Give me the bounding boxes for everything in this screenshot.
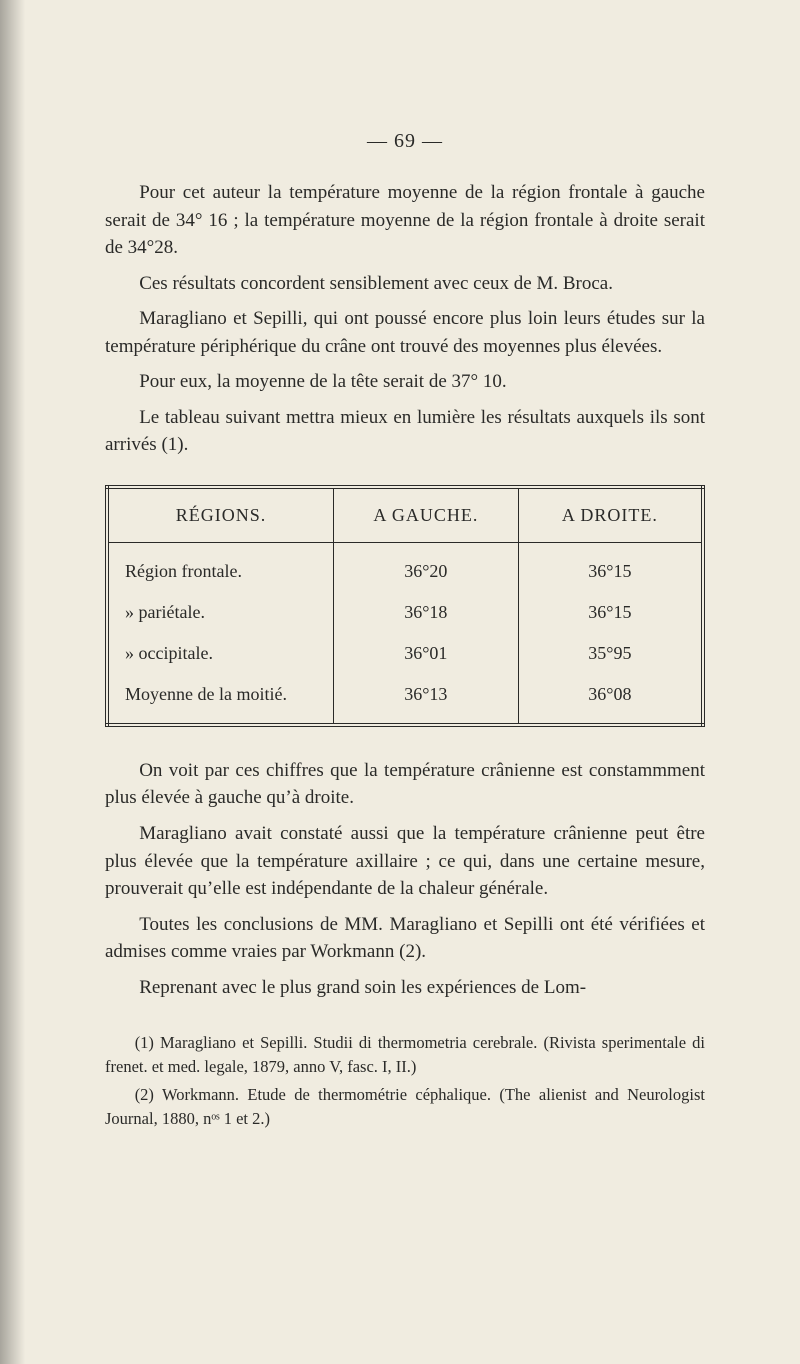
paragraph: Reprenant avec le plus grand soin les ex…: [105, 974, 705, 1002]
table-cell: 35°95: [518, 633, 703, 674]
paragraph: Pour eux, la moyenne de la tête serait d…: [105, 368, 705, 396]
paragraph: Ces résultats concordent sensiblement av…: [105, 270, 705, 298]
table-cell: 36°15: [518, 592, 703, 633]
footnote: (1) Maragliano et Sepilli. Studii di the…: [105, 1031, 705, 1079]
paragraph: On voit par ces chiffres que la températ…: [105, 757, 705, 812]
table-cell: 36°08: [518, 674, 703, 725]
paragraph: Toutes les conclusions de MM. Maragliano…: [105, 911, 705, 966]
page-number: — 69 —: [105, 130, 705, 153]
paragraph: Maragliano avait constaté aussi que la t…: [105, 820, 705, 903]
table-header-row: RÉGIONS. A GAUCHE. A DROITE.: [107, 487, 703, 543]
table-cell: 36°01: [333, 633, 518, 674]
table-cell: Moyenne de la moitié.: [107, 674, 333, 725]
table-cell: » pariétale.: [107, 592, 333, 633]
temperature-table: RÉGIONS. A GAUCHE. A DROITE. Région fron…: [105, 485, 705, 727]
footnote: (2) Workmann. Etude de thermométrie céph…: [105, 1083, 705, 1131]
paragraph: Pour cet auteur la température moyenne d…: [105, 179, 705, 262]
paragraph: Le tableau suivant mettra mieux en lumiè…: [105, 404, 705, 459]
table-cell: Région frontale.: [107, 542, 333, 592]
table-cell: 36°20: [333, 542, 518, 592]
table-row: Moyenne de la moitié. 36°13 36°08: [107, 674, 703, 725]
page: — 69 — Pour cet auteur la température mo…: [0, 0, 800, 1364]
table-row: Région frontale. 36°20 36°15: [107, 542, 703, 592]
table-row: » pariétale. 36°18 36°15: [107, 592, 703, 633]
table-header-cell: A GAUCHE.: [333, 487, 518, 543]
table-header-cell: A DROITE.: [518, 487, 703, 543]
table-header-cell: RÉGIONS.: [107, 487, 333, 543]
paragraph: Maragliano et Sepilli, qui ont poussé en…: [105, 305, 705, 360]
table-cell: » occipitale.: [107, 633, 333, 674]
binding-shadow: [0, 0, 28, 1364]
table-row: » occipitale. 36°01 35°95: [107, 633, 703, 674]
footnotes: (1) Maragliano et Sepilli. Studii di the…: [105, 1031, 705, 1131]
table-cell: 36°18: [333, 592, 518, 633]
table-cell: 36°15: [518, 542, 703, 592]
table-cell: 36°13: [333, 674, 518, 725]
